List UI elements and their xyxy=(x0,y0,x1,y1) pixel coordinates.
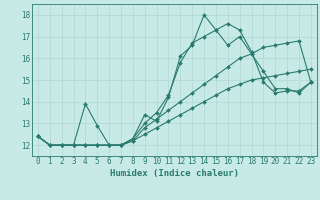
X-axis label: Humidex (Indice chaleur): Humidex (Indice chaleur) xyxy=(110,169,239,178)
